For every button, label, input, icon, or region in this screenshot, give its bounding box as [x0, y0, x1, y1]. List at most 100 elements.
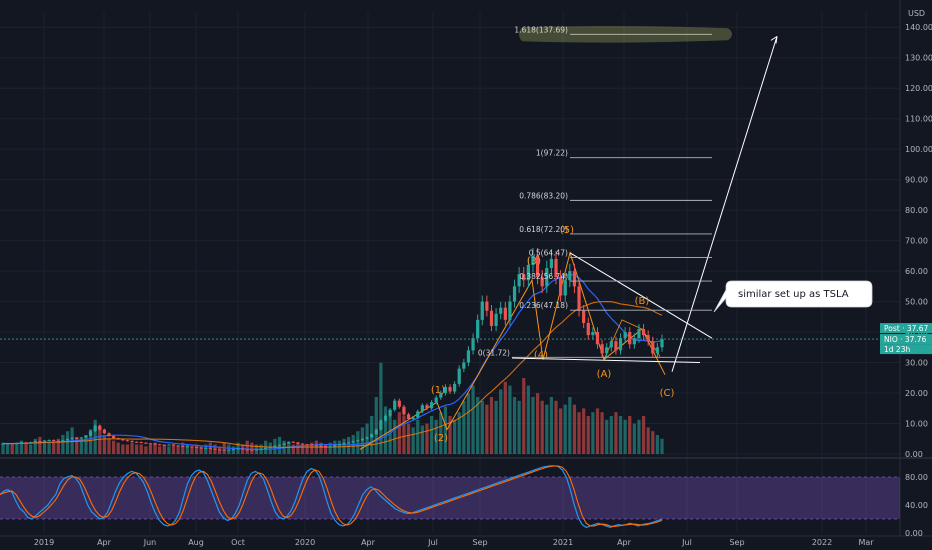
volume-bar — [568, 397, 572, 454]
candle-body — [185, 446, 189, 448]
candle-body — [462, 362, 466, 369]
volume-bar — [651, 431, 655, 454]
oscillator-tick-label: 40.00 — [905, 501, 928, 510]
volume-bar — [383, 406, 388, 454]
candle-body — [609, 341, 613, 348]
volume-bars — [1, 362, 664, 454]
candle-body — [176, 445, 180, 447]
volume-bar — [305, 444, 309, 454]
volume-bar — [416, 419, 420, 454]
volume-bar — [24, 442, 28, 454]
candle-body — [52, 439, 56, 441]
volume-bar — [162, 444, 166, 454]
volume-bar — [512, 397, 517, 454]
candle-body — [33, 441, 37, 443]
volume-bar — [480, 400, 484, 454]
wave-label: (5) — [560, 225, 574, 236]
volume-bar — [476, 397, 480, 454]
candle-body — [526, 265, 530, 281]
trendline-upper — [569, 252, 713, 339]
fibonacci-levels: 1.618(137.69) 1(97.22) 0.786(83.20) 0.618(7… — [478, 25, 732, 358]
candle-body — [568, 271, 572, 281]
volume-bar — [231, 446, 236, 454]
candle-body — [29, 442, 33, 444]
volume-bar — [471, 385, 475, 454]
volume-bar — [139, 444, 143, 454]
volume-bar — [75, 436, 79, 454]
candle-body — [277, 444, 282, 446]
volume-bar — [443, 406, 448, 454]
volume-bar — [158, 446, 162, 454]
candle-body — [217, 449, 222, 451]
candle-body — [632, 338, 636, 345]
volume-bar — [38, 436, 42, 454]
candle-body — [162, 444, 166, 446]
volume-bar — [545, 404, 549, 454]
volume-bar — [10, 444, 14, 454]
time-tick-label: Apr — [361, 538, 376, 547]
candle-body — [79, 437, 83, 439]
candle-body — [135, 441, 139, 443]
volume-bar — [319, 442, 323, 454]
candle-body — [167, 444, 171, 446]
volume-bar — [457, 412, 461, 454]
candle-body — [171, 444, 176, 446]
candle-body — [181, 446, 185, 448]
candle-body — [347, 442, 351, 444]
candle-body — [287, 441, 291, 444]
candle-body — [356, 440, 360, 442]
candle-body — [227, 449, 231, 451]
fib-level-label: 0.5(64.47) — [529, 248, 568, 257]
volume-bar — [33, 438, 37, 454]
candle-body — [213, 448, 217, 450]
time-tick-label: Jul — [681, 538, 692, 547]
volume-bar — [503, 381, 507, 454]
volume-bar — [52, 442, 56, 454]
candle-body — [420, 405, 424, 412]
volume-bar — [393, 419, 397, 454]
currency-label: USD — [908, 9, 925, 18]
volume-bar — [641, 416, 646, 454]
candle-body — [10, 443, 14, 445]
volume-bar — [660, 438, 664, 454]
candle-body — [489, 310, 494, 326]
time-tick-label: Mar — [858, 538, 874, 547]
candle-body — [121, 439, 125, 441]
fib-level-label: 0.382(56.74) — [519, 272, 568, 281]
volume-bar — [549, 397, 554, 454]
moving-average-line — [2, 273, 663, 451]
candle-body — [499, 307, 503, 314]
volume-bar — [448, 416, 452, 454]
candle-body — [476, 319, 480, 339]
axes: 140.00 130.00 120.00 110.00 100.00 90.00 80.00… — [34, 9, 932, 547]
candle-body — [370, 434, 374, 438]
candle-body — [549, 258, 554, 269]
candle-body — [84, 435, 88, 438]
volume-bar — [623, 419, 627, 454]
candle-body — [494, 313, 498, 326]
price-tick-label: 50.00 — [905, 298, 928, 307]
volume-bar — [15, 442, 19, 454]
candle-body — [540, 277, 544, 287]
volume-bar — [402, 416, 406, 454]
volume-bar — [347, 436, 351, 454]
price-tick-label: 20.00 — [905, 389, 928, 398]
time-tick-label: Apr — [617, 538, 632, 547]
volume-bar — [310, 442, 314, 454]
time-tick-label: 2021 — [553, 538, 573, 547]
candle-body — [577, 286, 581, 311]
volume-bar — [291, 444, 295, 454]
volume-bar — [586, 416, 590, 454]
candle-body — [70, 437, 74, 440]
price-tick-label: 30.00 — [905, 359, 928, 368]
callout-box — [713, 280, 873, 313]
volume-bar — [554, 400, 558, 454]
wave-labels: (1) (2) (3) (4) (5) (A) (B) (C) — [431, 225, 675, 444]
price-tag-bg — [880, 323, 932, 334]
volume-bar — [494, 400, 498, 454]
volume-bar — [199, 446, 203, 454]
volume-bar — [453, 419, 457, 454]
volume-bar — [517, 400, 521, 454]
volume-bar — [572, 404, 577, 454]
